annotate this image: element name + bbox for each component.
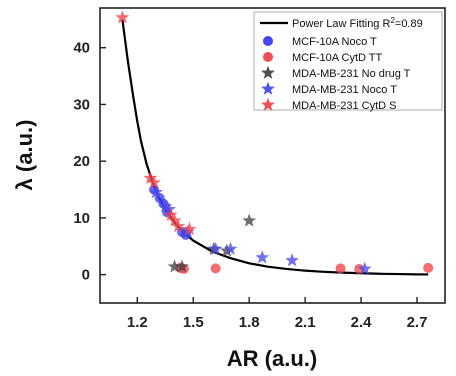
legend-marker [263,52,273,62]
data-point [175,259,189,273]
data-point [158,199,173,213]
y-tick-label: 10 [73,210,90,227]
data-point [167,259,182,273]
data-point [171,219,186,233]
data-point [115,10,130,24]
data-points [115,10,434,275]
data-point [147,175,161,189]
x-tick-label: 1.2 [127,314,148,331]
y-tick-label: 20 [73,153,90,170]
data-point [223,241,238,255]
legend-items: MCF-10A Noco T MCF-10A CytD TT MDA-MB-231 … [261,36,411,112]
x-tick-label: 2.1 [295,314,316,331]
y-tick-label: 30 [73,96,90,113]
legend-label: MDA-MB-231 Noco T [292,84,397,96]
legend-label: MDA-MB-231 CytD S [292,100,397,112]
data-point [167,213,182,227]
data-point [149,185,163,199]
x-tick-label: 1.5 [183,314,204,331]
data-point [242,213,257,227]
data-point [163,207,178,221]
legend: Power Law Fitting R2=0.89 MCF-10A Noco T… [253,11,443,112]
axis-ticks: 1.2 1.5 1.8 2.1 2.4 2.7 0 10 20 30 40 [73,40,427,331]
plot-frame [99,7,446,304]
data-point [357,261,372,275]
data-point [208,241,223,255]
y-tick-label: 0 [82,267,90,284]
data-point [423,262,434,273]
x-tick-label: 2.4 [351,314,373,331]
legend-marker [261,65,275,79]
data-point [143,170,158,185]
x-axis-title: AR (a.u.) [227,346,317,371]
x-tick-label: 2.7 [407,314,428,331]
legend-label: MCF-10A CytD TT [292,52,383,64]
legend-label: MCF-10A Noco T [292,36,377,48]
legend-marker [261,97,275,111]
legend-marker [263,36,273,46]
y-axis-title: λ (a.u.) [12,120,37,191]
data-point [219,243,234,257]
legend-label: MDA-MB-231 No drug T [292,68,411,80]
data-point [285,253,299,267]
data-point [255,250,270,264]
data-point [182,222,197,236]
legend-fit-label: Power Law Fitting R2=0.89 [292,16,423,30]
y-tick-label: 40 [73,40,90,57]
data-point [210,263,221,274]
data-point [335,263,346,274]
x-tick-label: 1.8 [239,314,260,331]
legend-box [253,11,443,111]
data-point [162,202,176,216]
legend-marker [261,81,275,95]
